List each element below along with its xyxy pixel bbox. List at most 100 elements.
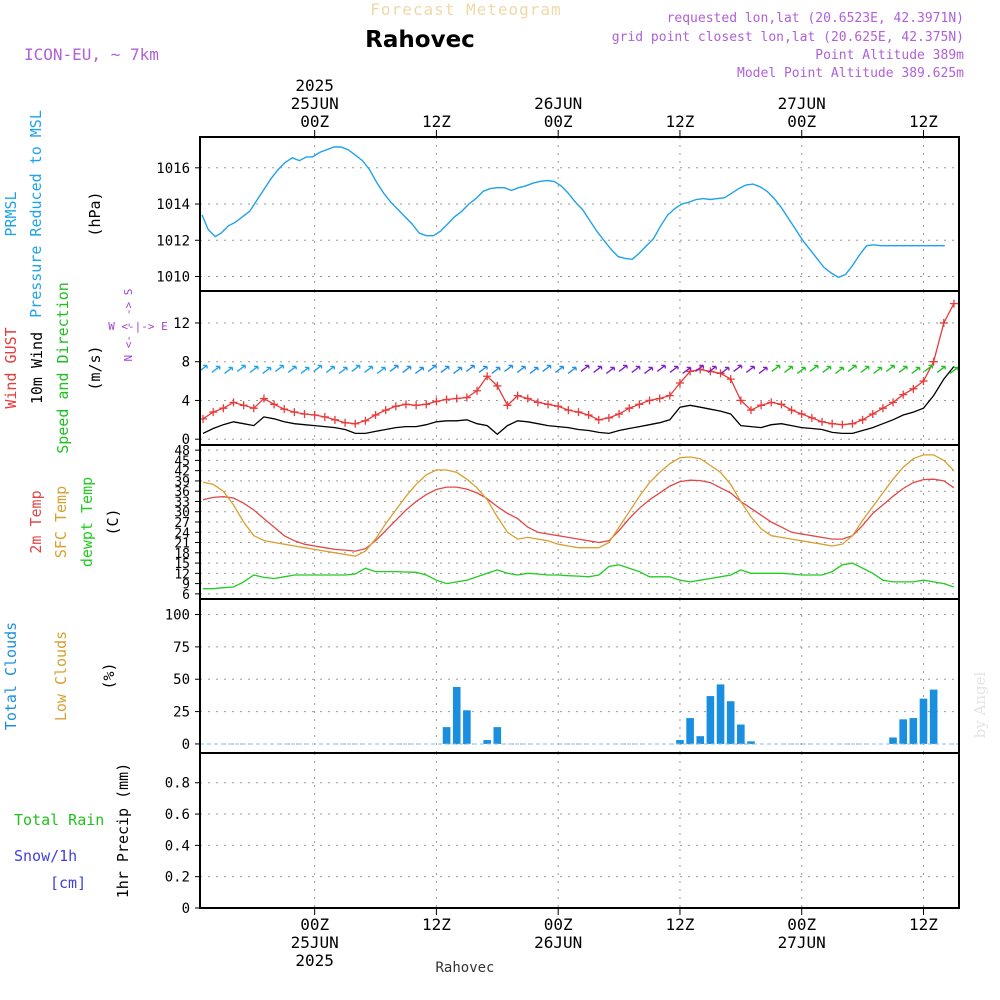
wind-barb [465, 364, 475, 372]
gust-marker [412, 401, 421, 410]
y-tick-label: 30 [174, 506, 190, 521]
wind-barb [669, 365, 679, 373]
y-tick-label: 1016 [156, 161, 190, 177]
cloud-bar [726, 701, 735, 744]
wind-barb [809, 364, 819, 372]
gust-marker [574, 408, 583, 417]
cloud-bar [919, 698, 928, 744]
gust-marker [716, 369, 725, 378]
wind-barb [936, 365, 946, 373]
wind-barb [771, 364, 781, 372]
x-tick-label: 27JUN [778, 94, 826, 113]
x-tick-label: 27JUN [778, 933, 826, 952]
y-tick-label: 25 [173, 705, 190, 721]
gust-marker [259, 394, 268, 403]
gust-marker [949, 299, 958, 308]
gust-marker [777, 400, 786, 409]
wind-barb [834, 366, 845, 374]
y-tick-label: 8 [182, 355, 190, 371]
cloud-bar [676, 740, 684, 744]
wind-barb [415, 366, 425, 374]
wind-barb [720, 366, 730, 374]
gust-marker [767, 398, 776, 407]
cloud-bar [706, 696, 715, 744]
x-tick-label: 25JUN [291, 933, 339, 952]
wind-barb [338, 366, 348, 374]
wind-barb [376, 366, 386, 374]
y-tick-label: 1014 [156, 197, 190, 213]
wind-barb [618, 364, 628, 372]
gust-marker [787, 406, 796, 415]
panel-label: Pressure Reduced to MSL [27, 110, 45, 318]
wind-barb [478, 365, 488, 373]
gust-marker [929, 357, 938, 366]
compass-ns: N <- - -> S [122, 289, 135, 362]
y-tick-label: 0 [182, 737, 190, 753]
wind-barb [758, 366, 768, 374]
cloud-bar [463, 710, 471, 744]
footer-location: Rahovec [435, 960, 494, 976]
gust-marker [818, 417, 827, 426]
x-tick-label: 12Z [422, 112, 451, 131]
series-line [202, 366, 955, 436]
x-tick-label: 00Z [544, 112, 573, 131]
wind-barb [949, 366, 959, 374]
y-tick-label: 39 [174, 475, 190, 490]
series-line [202, 303, 955, 426]
panel-unit: 1hr Precip (mm) [114, 763, 132, 898]
wind-barb [745, 365, 755, 373]
gust-marker [483, 372, 492, 381]
panel-label: Total Clouds [2, 622, 20, 730]
panel-pressure: 1010 1012 1014 1016 PRMSL Pressure Reduced to… [2, 110, 960, 318]
wind-barb [351, 364, 361, 372]
watermark: by Angel [971, 671, 989, 738]
gust-marker [219, 404, 228, 413]
wind-barb [325, 365, 335, 373]
model-altitude: Model Point Altitude 389.625m [737, 66, 964, 81]
gust-marker [290, 408, 299, 417]
gust-marker [229, 398, 238, 407]
point-altitude: Point Altitude 389m [815, 48, 964, 63]
y-tick-label: 4 [182, 393, 190, 409]
panel-label: 10m Wind [28, 332, 46, 404]
y-tick-label: 12 [173, 316, 190, 332]
wind-barb [847, 364, 857, 372]
gust-marker [665, 391, 674, 400]
gust-marker [807, 413, 816, 422]
location-title: Rahovec [365, 27, 475, 53]
wind-barb [567, 366, 577, 374]
wind-barb [224, 366, 234, 374]
panel-frame [199, 752, 960, 909]
cloud-bar [737, 724, 745, 744]
wind-barb [656, 364, 666, 372]
wind-barb [784, 365, 794, 373]
wind-barb [924, 364, 934, 372]
cloud-bar [452, 687, 461, 744]
x-tick-label: 26JUN [534, 933, 582, 952]
wind-barb [211, 365, 221, 373]
gust-marker [584, 410, 593, 419]
series-line [203, 562, 955, 590]
product-title: Forecast Meteogram [370, 0, 561, 19]
gust-marker [858, 415, 867, 424]
y-tick-label: 0.6 [165, 807, 190, 823]
wind-barb [796, 366, 806, 374]
y-tick-label: 0 [182, 901, 190, 917]
gust-marker [341, 418, 350, 427]
cloud-bar [909, 718, 918, 744]
y-tick-label: 0.8 [165, 776, 190, 792]
y-tick-label: 48 [174, 444, 190, 459]
gust-marker [493, 381, 502, 390]
gust-marker [473, 386, 482, 395]
panel-frame [199, 290, 960, 446]
gust-marker [533, 398, 542, 407]
x-tick-label: 00Z [787, 915, 816, 934]
y-tick-label: 36 [174, 485, 190, 500]
gust-marker [544, 400, 553, 409]
wind-barb [389, 364, 399, 372]
wind-barb [631, 365, 641, 373]
x-tick-label: 12Z [909, 915, 938, 934]
x-tick-label: 2025 [295, 951, 334, 970]
